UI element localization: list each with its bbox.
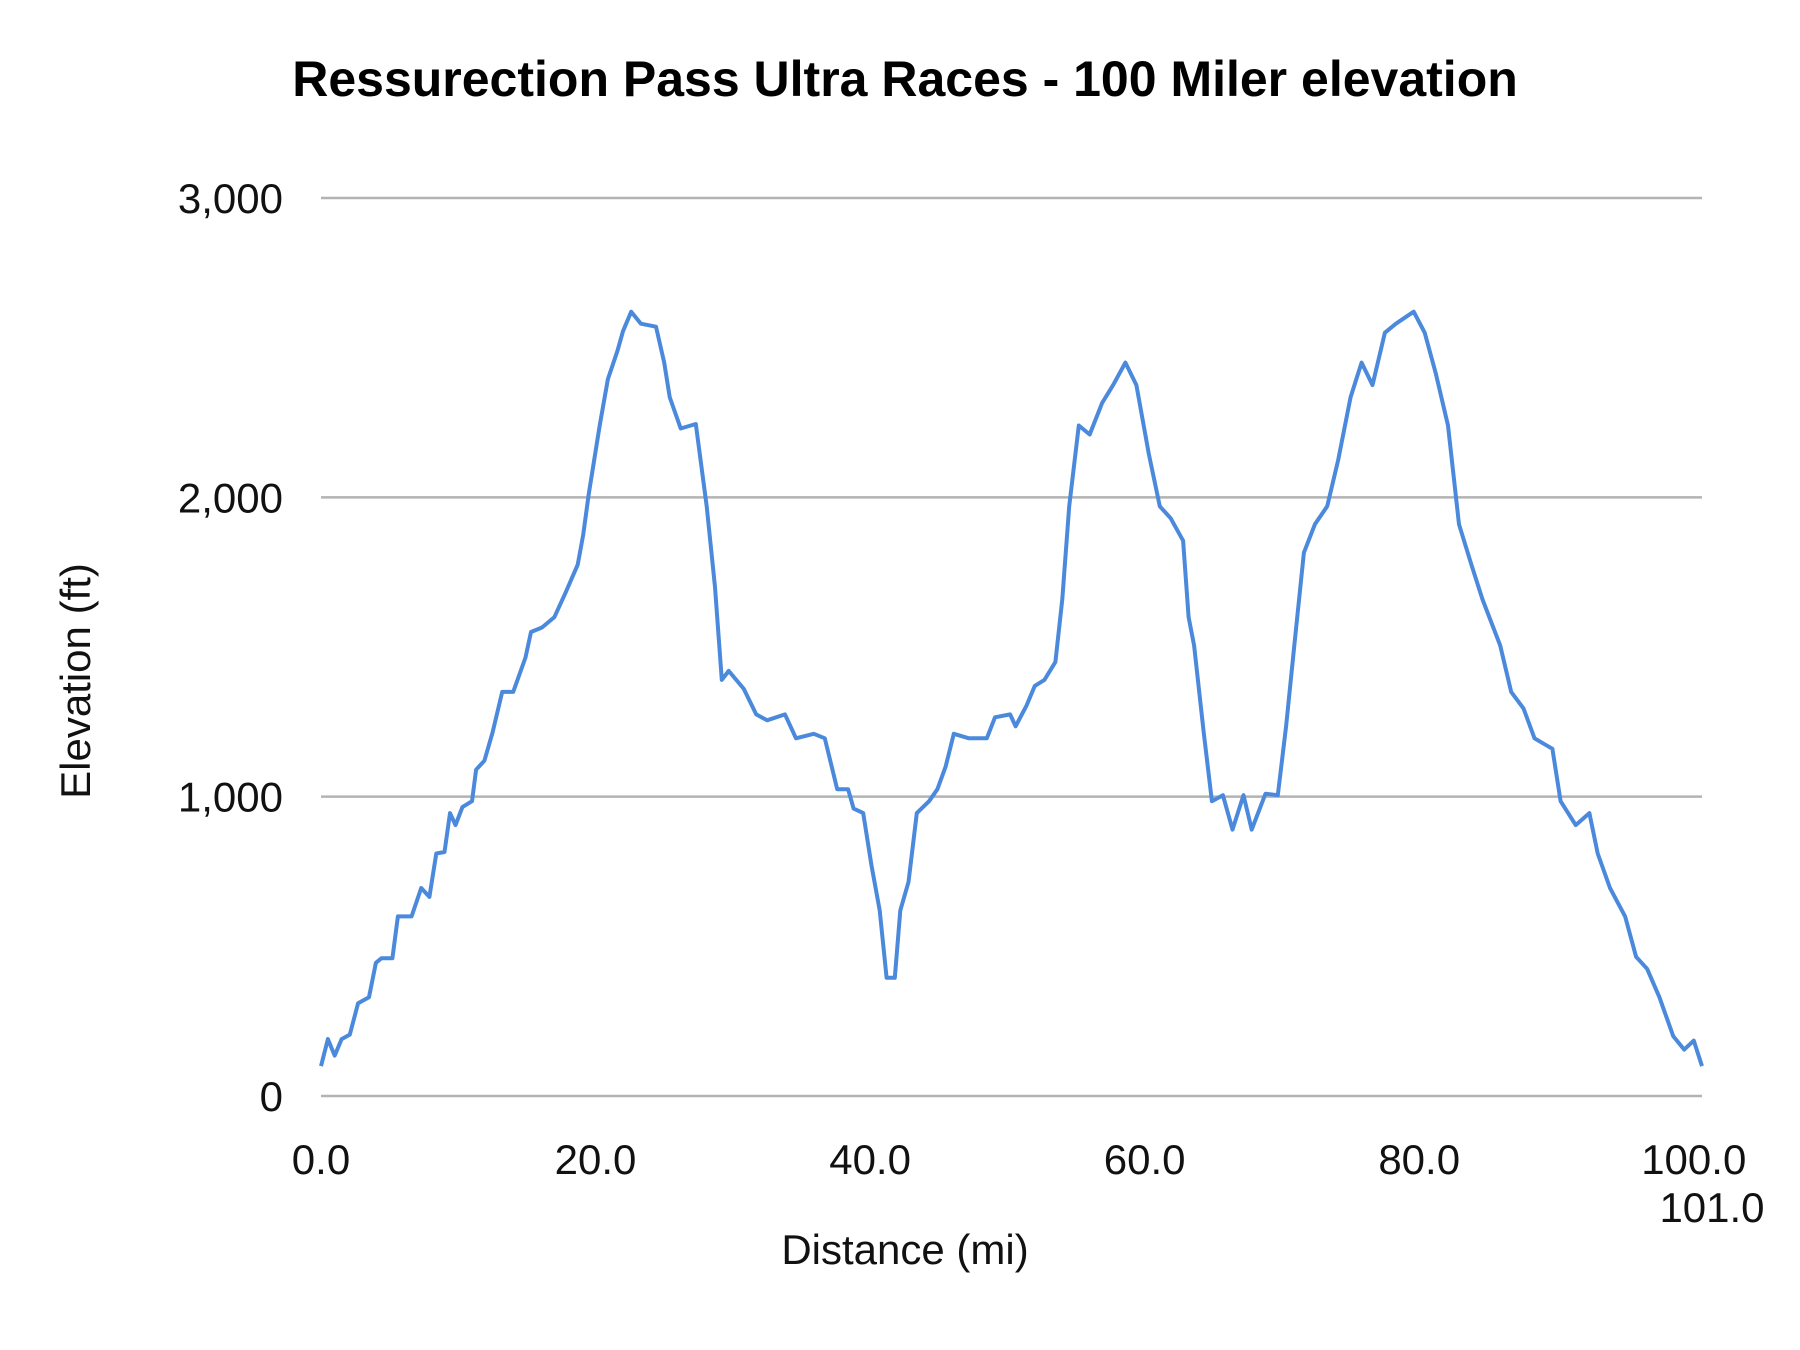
elevation-line	[319, 309, 1704, 1067]
x-tick-label: 101.0	[1659, 1184, 1764, 1231]
y-tick-label: 2,000	[178, 474, 283, 521]
y-tick-label: 1,000	[178, 774, 283, 821]
y-tick-label: 0	[260, 1073, 283, 1120]
x-tick-label: 40.0	[829, 1136, 911, 1183]
x-tick-label: 0.0	[292, 1136, 350, 1183]
x-tick-label: 100.0	[1641, 1136, 1746, 1183]
y-tick-label: 3,000	[178, 175, 283, 222]
y-axis-ticks: 0 1,000 2,000 3,000	[178, 175, 283, 1120]
x-axis-title: Distance (mi)	[781, 1226, 1028, 1273]
series-layer	[319, 309, 1704, 1067]
y-axis-title: Elevation (ft)	[52, 563, 99, 799]
gridlines	[321, 196, 1702, 1098]
x-tick-label: 60.0	[1104, 1136, 1186, 1183]
x-tick-label: 20.0	[555, 1136, 637, 1183]
x-tick-label: 80.0	[1378, 1136, 1460, 1183]
chart-title: Ressurection Pass Ultra Races - 100 Mile…	[292, 51, 1518, 107]
